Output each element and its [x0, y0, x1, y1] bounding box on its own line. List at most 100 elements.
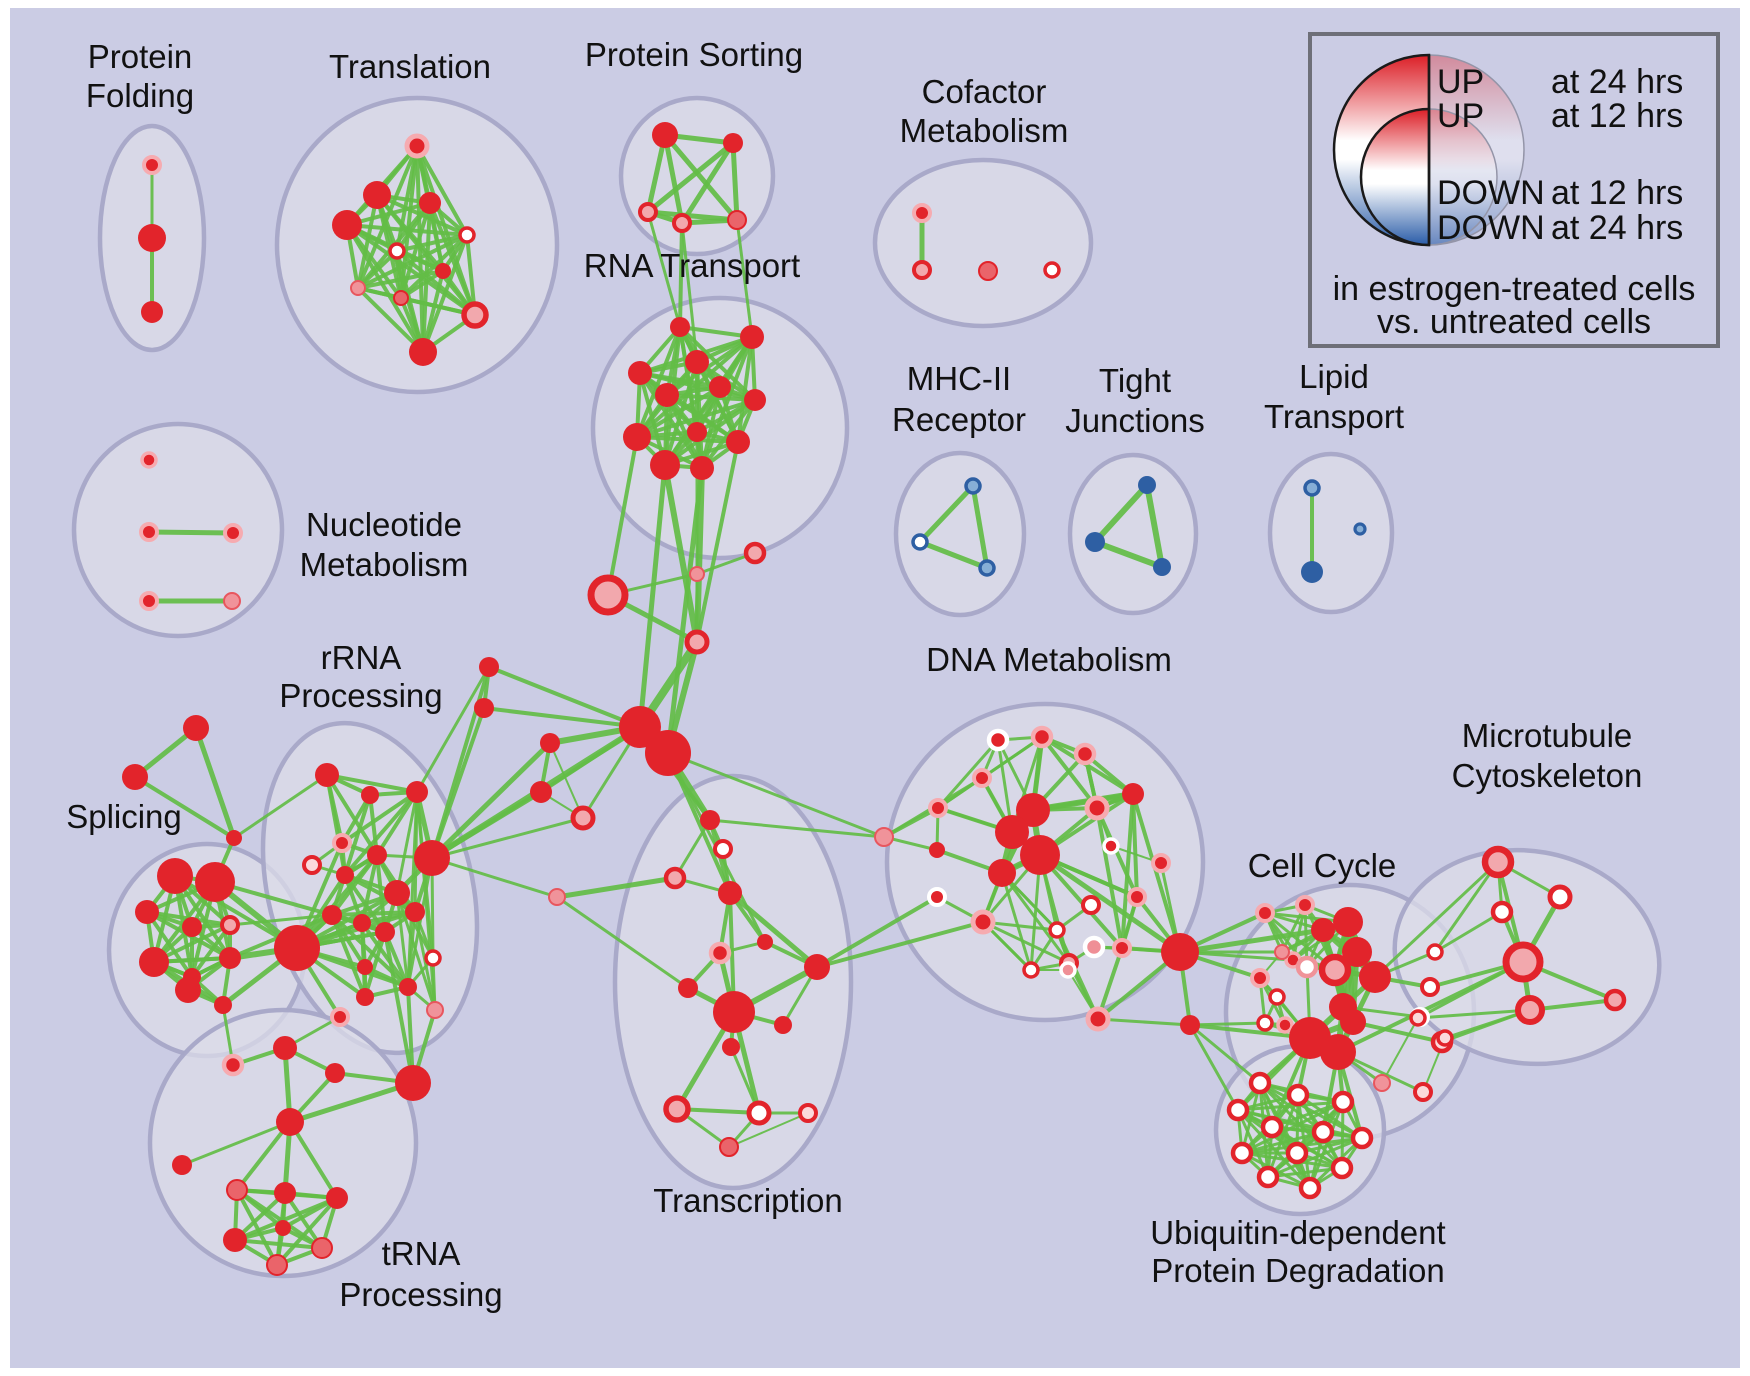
cluster-tight-junctions	[1067, 452, 1199, 616]
node-d18	[1081, 895, 1101, 915]
edge	[1037, 852, 1183, 955]
node-tn10	[311, 1237, 333, 1259]
node-t9	[393, 290, 409, 306]
legend-caption-line1: in estrogen-treated cells	[1332, 270, 1696, 308]
edge	[395, 790, 419, 895]
node-rr5	[302, 855, 322, 875]
edge	[330, 910, 417, 917]
cluster-label-rrna-processing: Processing	[279, 677, 442, 714]
edge	[406, 790, 419, 989]
node-br4	[684, 629, 710, 655]
edge	[1433, 860, 1500, 954]
edge	[1236, 1100, 1345, 1112]
edge	[406, 910, 417, 989]
edge	[325, 773, 419, 794]
node-d10	[1020, 835, 1060, 875]
node-t3	[419, 192, 441, 214]
edge	[1270, 1125, 1344, 1170]
node-tx8	[804, 954, 830, 980]
node-mt6	[1603, 988, 1627, 1012]
node-cc3	[1311, 918, 1335, 942]
edge	[1373, 860, 1500, 979]
node-rr17	[399, 978, 417, 996]
cluster-mhc-ii-receptor	[893, 450, 1027, 618]
cluster-label-lipid-transport: Lipid	[1299, 358, 1369, 395]
edge	[330, 913, 410, 989]
node-ub6	[1311, 1120, 1335, 1144]
node-rr12	[375, 922, 395, 942]
edge	[1095, 806, 1124, 950]
edge	[1188, 1023, 1262, 1085]
node-rt7	[744, 389, 766, 411]
edge	[356, 286, 425, 354]
edge	[356, 144, 419, 290]
node-d20	[1082, 935, 1106, 959]
node-t5	[458, 226, 476, 244]
edge	[235, 1188, 279, 1267]
cluster-cofactor-metabolism	[872, 157, 1094, 329]
node-sp2	[195, 862, 235, 902]
edge	[665, 465, 705, 756]
node-ub8	[1230, 1141, 1254, 1165]
edge	[606, 435, 639, 597]
edge	[662, 462, 700, 645]
edge	[1092, 539, 1165, 570]
edge	[1381, 1017, 1419, 1084]
node-br3	[743, 541, 767, 565]
node-ps4	[672, 213, 692, 233]
node-rr1	[315, 763, 339, 787]
edge	[383, 930, 415, 1085]
nodes	[122, 122, 1627, 1276]
edge	[678, 325, 757, 402]
node-lp1	[1303, 479, 1321, 497]
node-dbr	[874, 827, 894, 847]
node-rr18	[426, 1001, 444, 1019]
node-ub3	[1331, 1090, 1355, 1114]
node-rr13	[274, 925, 320, 971]
node-tri2	[122, 764, 148, 790]
edge	[193, 725, 237, 841]
node-pf1	[142, 155, 162, 175]
cluster-lipid-transport	[1267, 451, 1395, 615]
edge	[430, 816, 585, 860]
node-d15	[927, 887, 947, 907]
cluster-label-cofactor-metabolism: Metabolism	[900, 112, 1069, 149]
node-t6	[388, 242, 406, 260]
cluster-label-tight-junctions: Junctions	[1065, 402, 1204, 439]
node-ub5	[1260, 1115, 1284, 1139]
node-sat4	[479, 657, 499, 677]
edge	[917, 539, 990, 571]
node-tx16	[719, 1137, 739, 1157]
node-pf2	[138, 224, 166, 252]
node-sat2	[530, 781, 552, 803]
cluster-label-cell-cycle: Cell Cycle	[1248, 847, 1397, 884]
node-tj3	[1153, 558, 1171, 576]
edge	[1240, 1130, 1325, 1155]
edge	[1258, 1081, 1364, 1140]
edge	[356, 269, 445, 290]
cluster-label-nucleotide-metabolism: Metabolism	[300, 546, 469, 583]
edge	[665, 335, 754, 397]
edge	[635, 398, 757, 439]
edge	[429, 740, 553, 861]
cluster-label-protein-sorting: Protein Sorting	[585, 36, 803, 73]
edge	[1095, 806, 1139, 899]
cluster-label-ubiquitin-degradation: Protein Degradation	[1151, 1252, 1445, 1289]
node-d13	[1151, 853, 1171, 873]
node-tn1	[221, 1053, 245, 1077]
node-lp2	[1301, 561, 1323, 583]
edge	[430, 856, 559, 899]
node-d8	[1016, 793, 1050, 827]
edge	[235, 1120, 292, 1192]
cluster-label-rna-transport: RNA Transport	[584, 247, 800, 284]
node-ps5	[727, 210, 747, 230]
node-cc6	[1359, 961, 1391, 993]
cluster-label-tight-junctions: Tight	[1099, 362, 1171, 399]
edge	[815, 895, 939, 969]
edge	[970, 483, 990, 571]
edge	[917, 483, 976, 545]
node-d9	[995, 815, 1029, 849]
node-tn8	[326, 1187, 348, 1209]
node-cc5	[1342, 937, 1372, 967]
